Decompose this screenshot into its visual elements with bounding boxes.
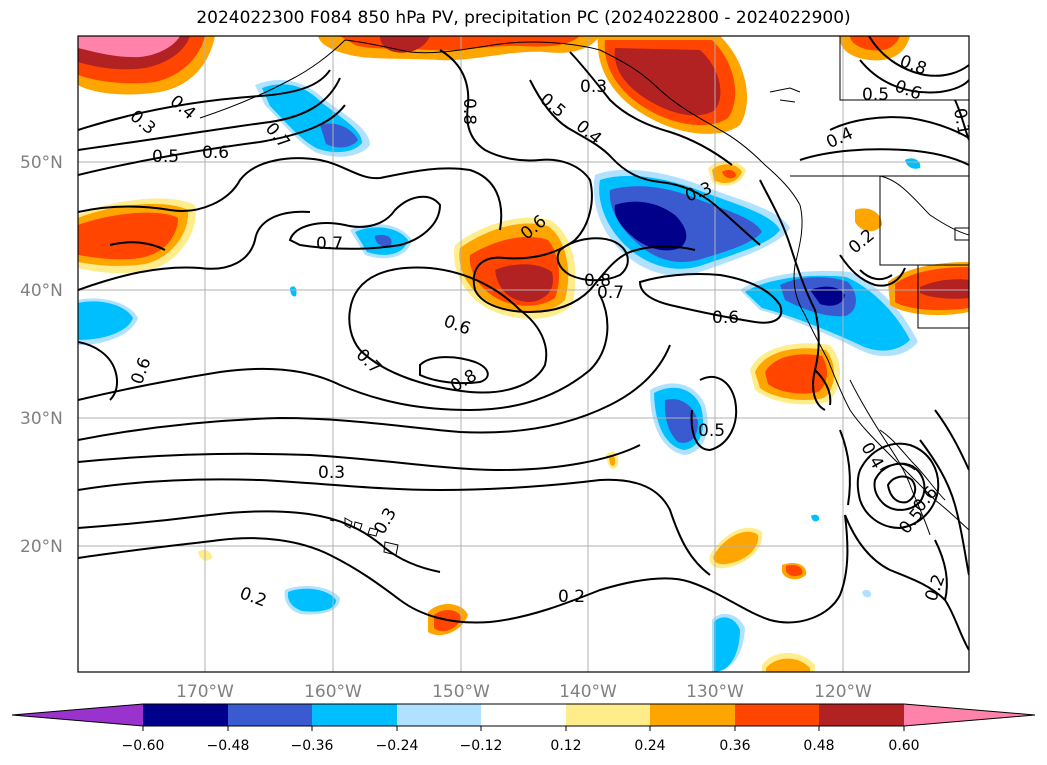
pv-contours [78, 36, 969, 651]
contour-label: 0.6 [712, 308, 739, 328]
contour-label: 0.3 [580, 77, 607, 97]
lon-label-130w: 130°W [686, 682, 744, 702]
coastlines [199, 36, 969, 556]
lon-label-170w: 170°W [176, 682, 234, 702]
colorbar-tick-label: 0.60 [888, 738, 919, 754]
colorbar: −0.60 −0.48 −0.36 −0.24 −0.12 0.12 0.24 … [11, 703, 1036, 754]
lon-label-150w: 150°W [432, 682, 490, 702]
contour-label: 0.7 [316, 234, 343, 254]
colorbar-swatch [228, 704, 312, 726]
contour-label: 0.1 [949, 107, 973, 137]
colorbar-swatch [143, 704, 228, 726]
map-title: 2024022300 F084 850 hPa PV, precipitatio… [196, 8, 851, 28]
lon-label-160w: 160°W [304, 682, 362, 702]
lat-label-20n: 20°N [20, 537, 63, 557]
contour-label: 0.6 [202, 143, 229, 163]
lon-label-140w: 140°W [559, 682, 617, 702]
contour-label: 0.8 [584, 271, 611, 291]
lat-label-50n: 50°N [20, 153, 63, 173]
colorbar-swatch [397, 704, 481, 726]
map-plot-area: 0.3 0.4 0.5 0.6 0.7 0.8 0.5 0.4 0.3 0.7 … [78, 36, 973, 672]
colorbar-tick-label: −0.12 [460, 738, 503, 754]
colorbar-tick-label: 0.24 [634, 738, 665, 754]
precip-shading [78, 36, 969, 672]
longitude-labels: 170°W 160°W 150°W 140°W 130°W 120°W [176, 682, 872, 702]
colorbar-tick-label: 0.36 [719, 738, 750, 754]
contour-label: 0.5 [698, 421, 725, 441]
colorbar-swatch [735, 704, 819, 726]
colorbar-swatch [481, 704, 566, 726]
contour-label: 0.2 [558, 587, 585, 607]
colorbar-tick-label: −0.24 [376, 738, 419, 754]
contour-label: 0.7 [597, 283, 624, 303]
colorbar-tick-label: −0.60 [122, 738, 165, 754]
colorbar-swatch [650, 704, 735, 726]
colorbar-tick-label: 0.48 [803, 738, 834, 754]
lat-label-30n: 30°N [20, 409, 63, 429]
lat-label-40n: 40°N [20, 281, 63, 301]
colorbar-extend-low [12, 704, 143, 726]
colorbar-swatch [566, 704, 650, 726]
colorbar-swatch [312, 704, 397, 726]
lon-label-120w: 120°W [814, 682, 872, 702]
contour-label: 0.3 [318, 463, 345, 483]
graticule [78, 36, 969, 672]
contour-label: 0.5 [152, 147, 179, 167]
map-frame [77, 35, 970, 673]
colorbar-swatch [819, 704, 904, 726]
latitude-labels: 50°N 40°N 30°N 20°N [20, 153, 63, 557]
contour-label: 0.8 [459, 98, 479, 125]
contour-label: 0.5 [862, 85, 889, 105]
colorbar-tick-label: 0.12 [550, 738, 581, 754]
colorbar-tick-label: −0.36 [291, 738, 334, 754]
colorbar-tick-label: −0.48 [207, 738, 250, 754]
colorbar-extend-high [904, 704, 1035, 726]
